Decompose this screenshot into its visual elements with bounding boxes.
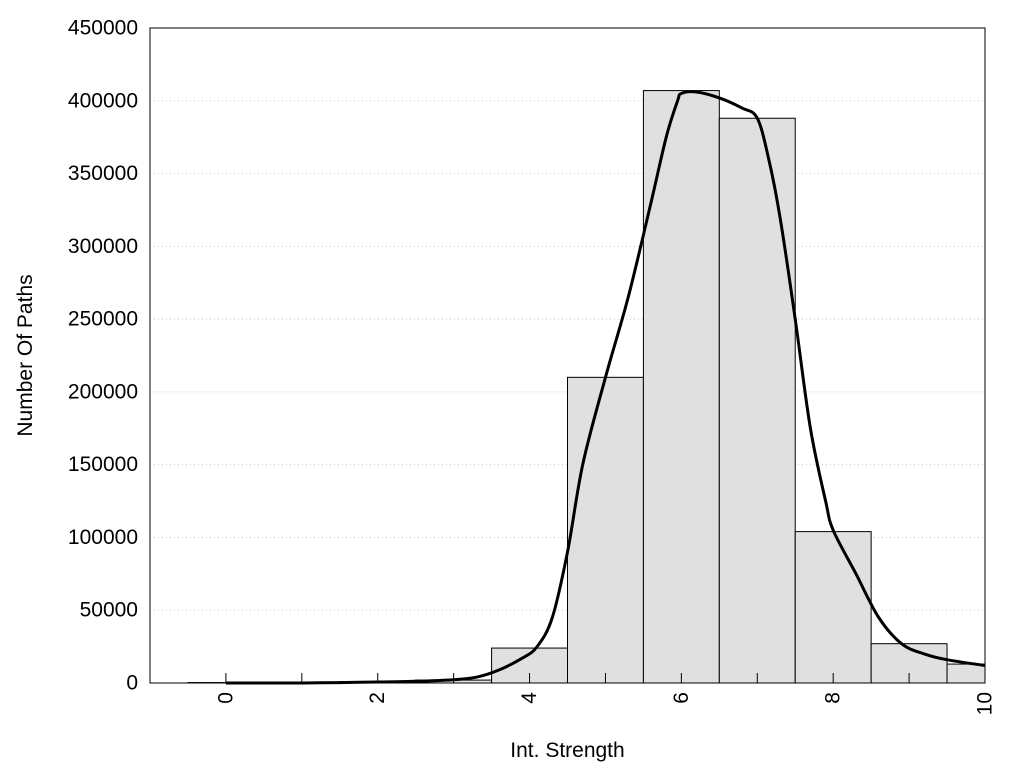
histogram-bar bbox=[719, 118, 795, 683]
x-axis-label: Int. Strength bbox=[510, 739, 624, 762]
y-tick-label: 300000 bbox=[68, 235, 138, 258]
y-tick-label: 100000 bbox=[68, 526, 138, 549]
x-tick-label: 2 bbox=[366, 692, 389, 704]
x-tick-label: 10 bbox=[974, 692, 997, 715]
histogram-bar bbox=[568, 377, 644, 683]
y-tick-label: 200000 bbox=[68, 380, 138, 403]
x-tick-label: 6 bbox=[670, 692, 693, 704]
y-axis-label: Number Of Paths bbox=[14, 274, 37, 436]
histogram-bar bbox=[643, 91, 719, 683]
histogram-bar bbox=[795, 532, 871, 683]
y-tick-label: 150000 bbox=[68, 453, 138, 476]
y-axis-ticks: 0 50000 100000 150000 200000 250000 300000 3500… bbox=[68, 17, 138, 695]
y-tick-label: 400000 bbox=[68, 89, 138, 112]
y-tick-label: 450000 bbox=[68, 17, 138, 40]
y-tick-label: 50000 bbox=[80, 599, 138, 622]
histogram-bar bbox=[947, 664, 985, 683]
y-tick-label: 350000 bbox=[68, 162, 138, 185]
y-tick-label: 0 bbox=[126, 672, 138, 695]
x-tick-label: 4 bbox=[518, 692, 541, 704]
y-tick-label: 250000 bbox=[68, 308, 138, 331]
x-tick-label: 0 bbox=[214, 692, 237, 704]
x-tick-label: 8 bbox=[822, 692, 845, 704]
